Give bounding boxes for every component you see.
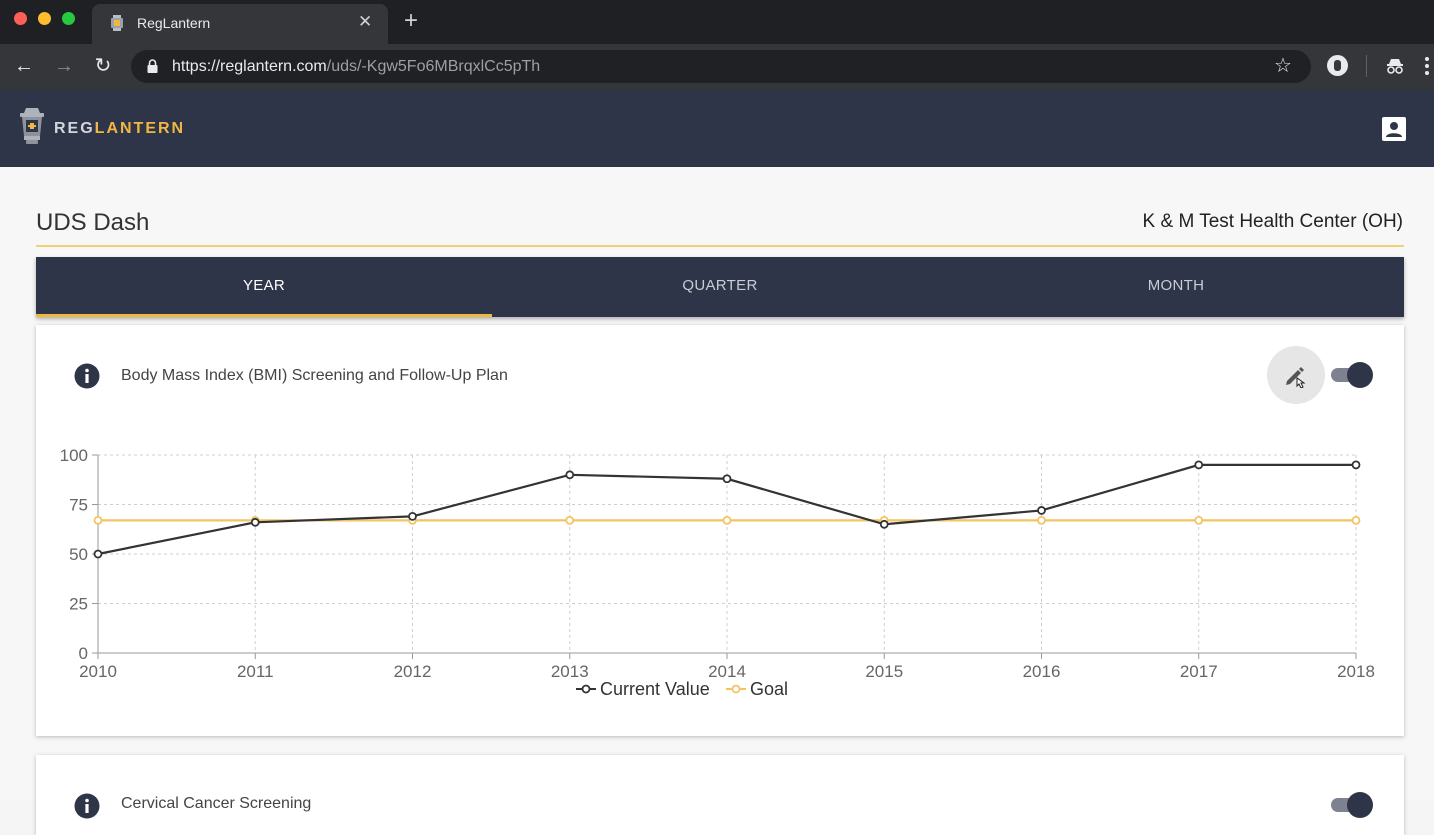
data-point-current-value	[879, 519, 889, 529]
reload-icon[interactable]: ↻	[94, 55, 112, 77]
bookmark-star-icon[interactable]: ☆	[1274, 55, 1292, 77]
legend-marker-current-value	[581, 684, 591, 694]
minimize-window-button[interactable]	[38, 12, 51, 25]
x-tick-label: 2014	[708, 662, 746, 681]
measure-card: Body Mass Index (BMI) Screening and Foll…	[36, 325, 1404, 736]
data-point-current-value	[1037, 506, 1046, 515]
page-title: UDS Dash	[36, 209, 150, 236]
brand-logo-text: REGLANTERN	[54, 120, 186, 137]
legend-marker-goal	[731, 684, 741, 694]
info-icon[interactable]	[74, 793, 100, 819]
bmi-line-chart: 0 25 50 75 100 2010 2011 2012 2013 2014 2015 2016 20…	[60, 446, 1375, 699]
active-tab-indicator	[36, 314, 492, 317]
legend-label-goal: Goal	[750, 679, 788, 699]
tab-month[interactable]: MONTH	[1147, 277, 1205, 294]
x-tick-label: 2018	[1337, 662, 1375, 681]
x-tick-label: 2013	[551, 662, 589, 681]
lantern-logo-icon[interactable]	[16, 106, 48, 146]
y-tick-label: 50	[69, 545, 88, 564]
health-center-name: K & M Test Health Center (OH)	[1142, 211, 1403, 232]
x-tick-label: 2012	[394, 662, 432, 681]
data-point-current-value	[250, 517, 260, 527]
data-point-goal	[565, 515, 575, 525]
y-tick-label: 25	[69, 595, 88, 614]
data-point-goal	[1351, 515, 1361, 525]
data-point-current-value	[408, 511, 417, 521]
lock-icon	[147, 59, 158, 73]
incognito-icon[interactable]	[1385, 56, 1405, 76]
x-tick-label: 2011	[237, 662, 274, 681]
url-text: https://reglantern.com/uds/-Kgw5Fo6MBrqx…	[172, 58, 541, 75]
legend-label-current-value: Current Value	[600, 679, 710, 699]
new-tab-button[interactable]: +	[404, 7, 419, 34]
x-tick-label: 2010	[79, 662, 117, 681]
toggle-knob	[1347, 792, 1373, 818]
toolbar-divider	[1366, 55, 1367, 77]
app-header: REGLANTERN	[0, 90, 1434, 167]
data-point-current-value	[93, 549, 103, 559]
y-tick-label: 0	[79, 644, 88, 663]
tab-title: RegLantern	[137, 15, 211, 31]
url-bar[interactable]: https://reglantern.com/uds/-Kgw5Fo6MBrqx…	[131, 50, 1311, 83]
measure-title-2: Cervical Cancer Screening	[121, 795, 312, 812]
tab-close-icon[interactable]: ✕	[358, 12, 373, 31]
browser-toolbar: ← → ↻ https://reglantern.com/uds/-Kgw5Fo…	[0, 44, 1434, 90]
x-tick-label: 2016	[1023, 662, 1061, 681]
tab-year[interactable]: YEAR	[36, 257, 492, 317]
browser-tab-bar: RegLantern ✕ +	[0, 0, 1434, 44]
browser-tab[interactable]: RegLantern ✕	[92, 4, 388, 44]
pencil-icon	[1286, 367, 1306, 388]
x-tick-label: 2017	[1180, 662, 1218, 681]
close-window-button[interactable]	[14, 12, 27, 25]
data-point-current-value	[1194, 460, 1204, 470]
x-tick-label: 2015	[865, 662, 903, 681]
measure-title: Body Mass Index (BMI) Screening and Foll…	[121, 367, 508, 384]
data-point-current-value	[1351, 460, 1361, 470]
data-point-goal	[722, 515, 732, 525]
extension-icon[interactable]	[1327, 55, 1348, 76]
more-menu-icon[interactable]	[1424, 56, 1430, 76]
tab-quarter[interactable]: QUARTER	[682, 277, 758, 294]
page-content: UDS Dash K & M Test Health Center (OH) Y…	[0, 167, 1434, 835]
data-point-goal	[1037, 515, 1046, 525]
info-icon[interactable]	[74, 363, 100, 389]
data-point-current-value	[565, 470, 575, 480]
toggle-knob	[1347, 362, 1373, 388]
title-divider	[36, 245, 1404, 247]
data-point-goal	[93, 515, 103, 525]
visibility-toggle[interactable]	[1331, 362, 1375, 388]
maximize-window-button[interactable]	[62, 12, 75, 25]
lantern-favicon-icon	[111, 15, 123, 31]
account-icon[interactable]	[1382, 117, 1406, 141]
measure-card-2: Cervical Cancer Screening	[36, 755, 1404, 835]
y-tick-label: 75	[69, 496, 88, 515]
forward-arrow-icon[interactable]: →	[54, 55, 74, 77]
edit-button[interactable]	[1267, 346, 1325, 404]
period-tabs: YEAR QUARTER MONTH	[36, 257, 1404, 317]
y-tick-label: 100	[60, 446, 88, 465]
data-point-goal	[1194, 515, 1204, 525]
back-arrow-icon[interactable]: ←	[14, 55, 34, 77]
data-point-current-value	[722, 474, 732, 484]
visibility-toggle-2[interactable]	[1331, 792, 1375, 818]
